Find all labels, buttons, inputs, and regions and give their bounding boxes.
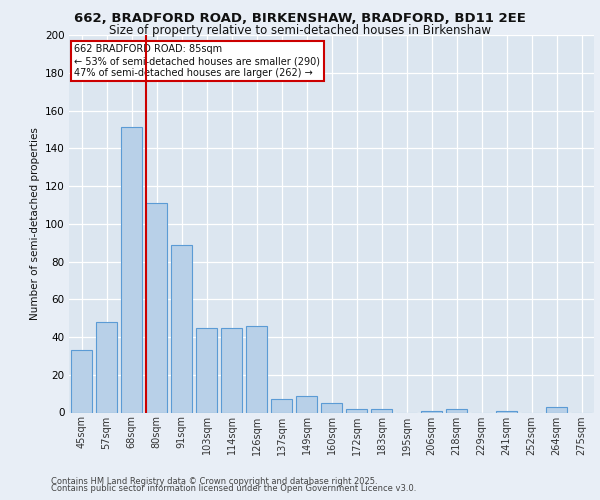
Bar xyxy=(321,403,342,412)
Bar xyxy=(121,128,142,412)
Bar xyxy=(171,244,192,412)
Text: Contains HM Land Registry data © Crown copyright and database right 2025.: Contains HM Land Registry data © Crown c… xyxy=(51,477,377,486)
Bar xyxy=(246,326,267,412)
Bar xyxy=(271,400,292,412)
Bar xyxy=(446,408,467,412)
Bar xyxy=(421,410,442,412)
Bar xyxy=(346,408,367,412)
Bar xyxy=(496,410,517,412)
Bar xyxy=(371,408,392,412)
Text: Contains public sector information licensed under the Open Government Licence v3: Contains public sector information licen… xyxy=(51,484,416,493)
Bar xyxy=(196,328,217,412)
Bar xyxy=(96,322,117,412)
Bar xyxy=(546,407,567,412)
Text: Size of property relative to semi-detached houses in Birkenshaw: Size of property relative to semi-detach… xyxy=(109,24,491,37)
Bar xyxy=(296,396,317,412)
Text: 662 BRADFORD ROAD: 85sqm
← 53% of semi-detached houses are smaller (290)
47% of : 662 BRADFORD ROAD: 85sqm ← 53% of semi-d… xyxy=(74,44,320,78)
Bar xyxy=(146,203,167,412)
Y-axis label: Number of semi-detached properties: Number of semi-detached properties xyxy=(29,128,40,320)
Bar xyxy=(221,328,242,412)
Bar xyxy=(71,350,92,412)
Text: 662, BRADFORD ROAD, BIRKENSHAW, BRADFORD, BD11 2EE: 662, BRADFORD ROAD, BIRKENSHAW, BRADFORD… xyxy=(74,12,526,26)
